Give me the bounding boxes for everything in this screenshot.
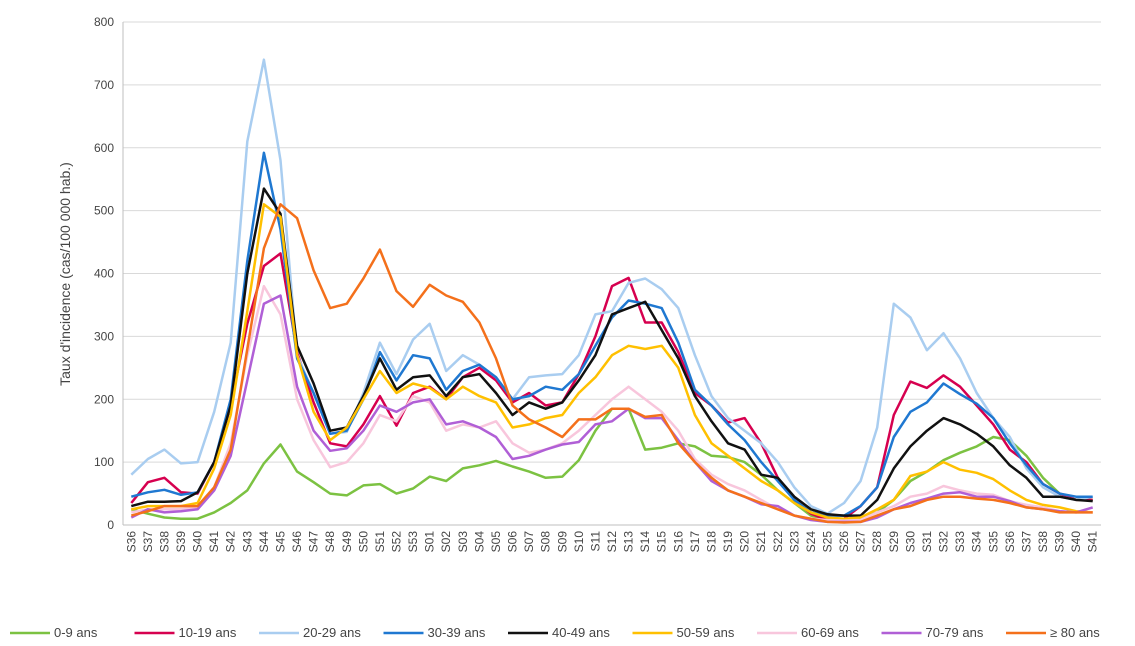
x-tick-label: S41 bbox=[1086, 531, 1100, 553]
x-tick-label: S04 bbox=[472, 531, 486, 553]
x-tick-label: S21 bbox=[754, 531, 768, 553]
x-tick-label: S42 bbox=[224, 531, 238, 553]
x-tick-label: S34 bbox=[970, 531, 984, 553]
x-tick-label: S33 bbox=[953, 531, 967, 553]
legend-label: 60-69 ans bbox=[801, 625, 859, 640]
x-tick-label: S13 bbox=[622, 531, 636, 553]
y-tick-label: 0 bbox=[107, 518, 114, 532]
x-tick-label: S15 bbox=[655, 531, 669, 553]
x-tick-label: S02 bbox=[439, 531, 453, 553]
x-tick-label: S53 bbox=[406, 531, 420, 553]
x-tick-label: S38 bbox=[157, 531, 171, 553]
x-tick-label: S51 bbox=[373, 531, 387, 553]
y-tick-label: 500 bbox=[94, 204, 114, 218]
x-tick-label: S14 bbox=[638, 531, 652, 553]
y-tick-label: 700 bbox=[94, 78, 114, 92]
x-tick-label: S32 bbox=[937, 531, 951, 553]
y-tick-label: 100 bbox=[94, 455, 114, 469]
x-tick-label: S01 bbox=[423, 531, 437, 553]
x-tick-label: S50 bbox=[356, 531, 370, 553]
x-tick-label: S41 bbox=[207, 531, 221, 553]
legend-label: ≥ 80 ans bbox=[1050, 625, 1100, 640]
x-tick-label: S06 bbox=[506, 531, 520, 553]
x-tick-label: S12 bbox=[605, 531, 619, 553]
x-tick-label: S22 bbox=[771, 531, 785, 553]
x-tick-label: S25 bbox=[820, 531, 834, 553]
x-tick-label: S37 bbox=[141, 531, 155, 553]
x-tick-label: S48 bbox=[323, 531, 337, 553]
x-tick-label: S10 bbox=[572, 531, 586, 553]
x-tick-label: S39 bbox=[174, 531, 188, 553]
series-line bbox=[130, 294, 1094, 524]
x-tick-label: S31 bbox=[920, 531, 934, 553]
legend-label: 20-29 ans bbox=[303, 625, 361, 640]
x-tick-label: S43 bbox=[240, 531, 254, 553]
x-tick-label: S47 bbox=[307, 531, 321, 553]
series-line bbox=[130, 58, 1093, 515]
x-tick-label: S09 bbox=[555, 531, 569, 553]
x-tick-label: S45 bbox=[273, 531, 287, 553]
legend-label: 50-59 ans bbox=[677, 625, 735, 640]
series-line bbox=[130, 203, 1093, 524]
y-tick-label: 600 bbox=[94, 141, 114, 155]
x-tick-label: S27 bbox=[854, 531, 868, 553]
x-tick-label: S17 bbox=[688, 531, 702, 553]
legend-label: 70-79 ans bbox=[926, 625, 984, 640]
x-tick-label: S38 bbox=[1036, 531, 1050, 553]
x-tick-label: S16 bbox=[671, 531, 685, 553]
legend-label: 30-39 ans bbox=[428, 625, 486, 640]
x-tick-label: S19 bbox=[721, 531, 735, 553]
x-tick-label: S07 bbox=[522, 531, 536, 553]
x-tick-label: S40 bbox=[191, 531, 205, 553]
x-tick-label: S18 bbox=[704, 531, 718, 553]
x-tick-label: S36 bbox=[1003, 531, 1017, 553]
x-tick-label: S20 bbox=[738, 531, 752, 553]
x-tick-label: S36 bbox=[124, 531, 138, 553]
y-tick-label: 400 bbox=[94, 267, 114, 281]
series-line bbox=[131, 284, 1093, 522]
y-tick-label: 300 bbox=[94, 329, 114, 343]
legend-label: 0-9 ans bbox=[54, 625, 98, 640]
legend-label: 10-19 ans bbox=[179, 625, 237, 640]
x-tick-label: S52 bbox=[390, 531, 404, 553]
x-tick-label: S40 bbox=[1069, 531, 1083, 553]
x-tick-label: S35 bbox=[986, 531, 1000, 553]
x-tick-label: S03 bbox=[456, 531, 470, 553]
x-tick-label: S30 bbox=[903, 531, 917, 553]
x-tick-label: S23 bbox=[787, 531, 801, 553]
x-tick-label: S08 bbox=[539, 531, 553, 553]
y-tick-label: 200 bbox=[94, 392, 114, 406]
x-tick-label: S28 bbox=[870, 531, 884, 553]
x-tick-label: S26 bbox=[837, 531, 851, 553]
x-tick-label: S49 bbox=[340, 531, 354, 553]
x-tick-label: S24 bbox=[804, 531, 818, 553]
x-tick-label: S44 bbox=[257, 531, 271, 553]
x-tick-label: S05 bbox=[489, 531, 503, 553]
x-tick-label: S46 bbox=[290, 531, 304, 553]
x-tick-label: S29 bbox=[887, 531, 901, 553]
y-tick-label: 800 bbox=[94, 15, 114, 29]
x-tick-label: S39 bbox=[1053, 531, 1067, 553]
x-tick-label: S37 bbox=[1019, 531, 1033, 553]
series-line bbox=[130, 187, 1093, 517]
y-axis-label: Taux d'incidence (cas/100 000 hab.) bbox=[57, 162, 73, 386]
x-tick-label: S11 bbox=[588, 531, 602, 552]
series-line bbox=[131, 203, 1093, 520]
legend-label: 40-49 ans bbox=[552, 625, 610, 640]
